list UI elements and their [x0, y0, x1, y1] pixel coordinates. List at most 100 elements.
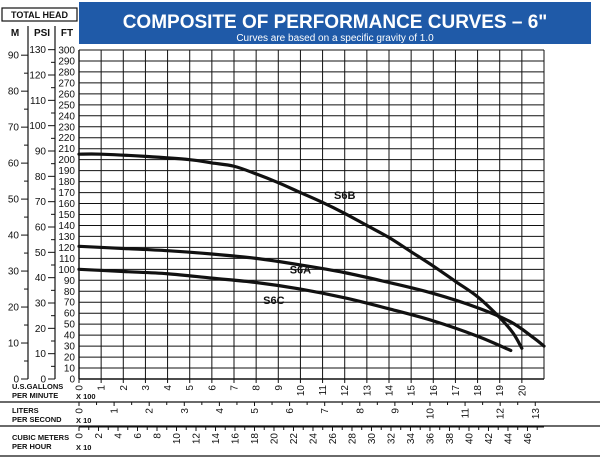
- m3h-tick-label: 46: [523, 433, 534, 445]
- m3h-tick-label: 4: [113, 433, 124, 439]
- psi-tick-label: 100: [29, 121, 46, 132]
- series-line-s6a: [77, 244, 546, 348]
- psi-tick-label: 80: [35, 172, 47, 183]
- m3h-tick-label: 34: [406, 433, 417, 445]
- ft-tick-label: 80: [64, 287, 76, 298]
- total-head-box: [1, 7, 78, 22]
- ft-tick-label: 190: [58, 166, 75, 177]
- m-tick-label: 60: [8, 159, 20, 170]
- gpm-tick-label: 15: [407, 385, 418, 397]
- gpm-tick-label: 2: [119, 385, 130, 391]
- ft-tick-label: 260: [58, 89, 75, 100]
- m3h-axis-label-line1: CUBIC METERS: [12, 433, 69, 442]
- m-tick-label: 20: [8, 303, 20, 314]
- ft-tick-label: 280: [58, 67, 75, 78]
- ft-tick-label: 40: [64, 331, 76, 342]
- series: S6B S6A S6C: [77, 152, 546, 353]
- ft-tick-label: 220: [58, 133, 75, 144]
- lps-tick-label: 9: [390, 408, 401, 414]
- m3h-tick-label: 16: [230, 433, 241, 445]
- m3h-tick-label: 40: [464, 433, 475, 445]
- gpm-tick-label: 9: [274, 385, 285, 391]
- ft-tick-label: 200: [58, 155, 75, 166]
- m3h-multiplier: X 10: [76, 443, 91, 452]
- ft-tick-label: 140: [58, 221, 75, 232]
- m-tick-label: 80: [8, 87, 20, 98]
- ft-tick-label: 90: [64, 276, 76, 287]
- lps-tick-label: 10: [425, 408, 436, 420]
- gpm-tick-label: 14: [385, 385, 396, 397]
- psi-tick-label: 90: [35, 147, 47, 158]
- gpm-tick-label: 12: [340, 385, 351, 397]
- ft-tick-label: 180: [58, 177, 75, 188]
- ft-tick-label: 170: [58, 188, 75, 199]
- m-axis-title: M: [11, 28, 19, 39]
- lps-tick-label: 8: [355, 408, 366, 414]
- m3h-tick-label: 0: [75, 433, 86, 439]
- m-tick-label: 70: [8, 123, 20, 134]
- ft-tick-label: 290: [58, 56, 75, 67]
- gpm-axis-label: U.S.GALLONS PER MINUTE X 100: [12, 382, 96, 401]
- m3h-tick-label: 22: [289, 433, 300, 445]
- lps-tick-label: 2: [145, 408, 156, 414]
- lps-axis-label-line2: PER SECOND: [12, 415, 62, 424]
- m3h-tick-label: 12: [191, 433, 202, 445]
- m3h-axis-label: CUBIC METERS PER HOUR X 10: [12, 433, 91, 452]
- lps-tick-label: 13: [531, 408, 542, 420]
- m3h-axis-label-line2: PER HOUR: [12, 442, 52, 451]
- ft-tick-label: 10: [64, 364, 76, 375]
- gpm-tick-label: 1: [97, 385, 108, 391]
- gpm-tick-label: 5: [185, 385, 196, 391]
- series-line-s6b: [77, 152, 524, 350]
- ft-tick-label: 70: [64, 298, 76, 309]
- m3h-tick-label: 8: [152, 433, 163, 439]
- ft-tick-label: 300: [58, 46, 75, 57]
- psi-tick-label: 30: [35, 299, 47, 310]
- psi-tick-label: 60: [35, 223, 47, 234]
- ft-tick-label: 150: [58, 210, 75, 221]
- gpm-tick-label: 13: [362, 385, 373, 397]
- ft-tick-label: 0: [69, 375, 75, 386]
- ft-tick-label: 20: [64, 353, 76, 364]
- m-tick-label: 10: [8, 339, 20, 350]
- m3h-tick-label: 18: [250, 433, 261, 445]
- psi-tick-label: 10: [35, 349, 47, 360]
- m-tick-label: 40: [8, 231, 20, 242]
- lps-multiplier: X 10: [76, 416, 91, 425]
- m3h-tick-label: 14: [211, 433, 222, 445]
- title-banner: [79, 2, 591, 44]
- lps-tick-label: 12: [496, 408, 507, 420]
- gpm-tick-label: 16: [429, 385, 440, 397]
- m3h-tick-label: 2: [94, 433, 105, 439]
- m3h-tick-label: 30: [367, 433, 378, 445]
- gpm-tick-label: 20: [517, 385, 528, 397]
- psi-tick-label: 120: [29, 71, 46, 82]
- ft-tick-label: 110: [59, 254, 75, 265]
- m-tick-label: 30: [8, 267, 20, 278]
- m3h-tick-label: 24: [308, 433, 319, 445]
- psi-tick-label: 0: [40, 375, 46, 386]
- m3h-tick-label: 38: [445, 433, 456, 445]
- chart-title: COMPOSITE OF PERFORMANCE CURVES – 6": [123, 12, 548, 33]
- m3h-tick-label: 20: [269, 433, 280, 445]
- series-label-s6b: S6B: [334, 190, 355, 202]
- ft-tick-label: 50: [64, 320, 76, 331]
- gpm-axis-label-line1: U.S.GALLONS: [12, 382, 63, 391]
- psi-tick-label: 70: [35, 197, 47, 208]
- gpm-tick-label: 7: [230, 385, 241, 391]
- series-line-s6c: [77, 267, 513, 353]
- m3h-tick-label: 26: [328, 433, 339, 445]
- ft-tick-label: 60: [64, 309, 76, 320]
- lps-axis-label: LITERS PER SECOND X 10: [12, 406, 91, 425]
- total-head-label: TOTAL HEAD: [11, 10, 69, 20]
- lps-axis-label-line1: LITERS: [12, 406, 39, 415]
- ft-tick-label: 130: [58, 232, 75, 243]
- lps-tick-label: 6: [285, 408, 296, 414]
- gpm-tick-label: 18: [473, 385, 484, 397]
- series-label-s6c: S6C: [263, 295, 284, 307]
- ft-tick-label: 270: [58, 78, 75, 89]
- gpm-axis-label-line2: PER MINUTE: [12, 391, 58, 400]
- ft-tick-label: 120: [58, 243, 75, 254]
- m3h-tick-label: 42: [484, 433, 495, 445]
